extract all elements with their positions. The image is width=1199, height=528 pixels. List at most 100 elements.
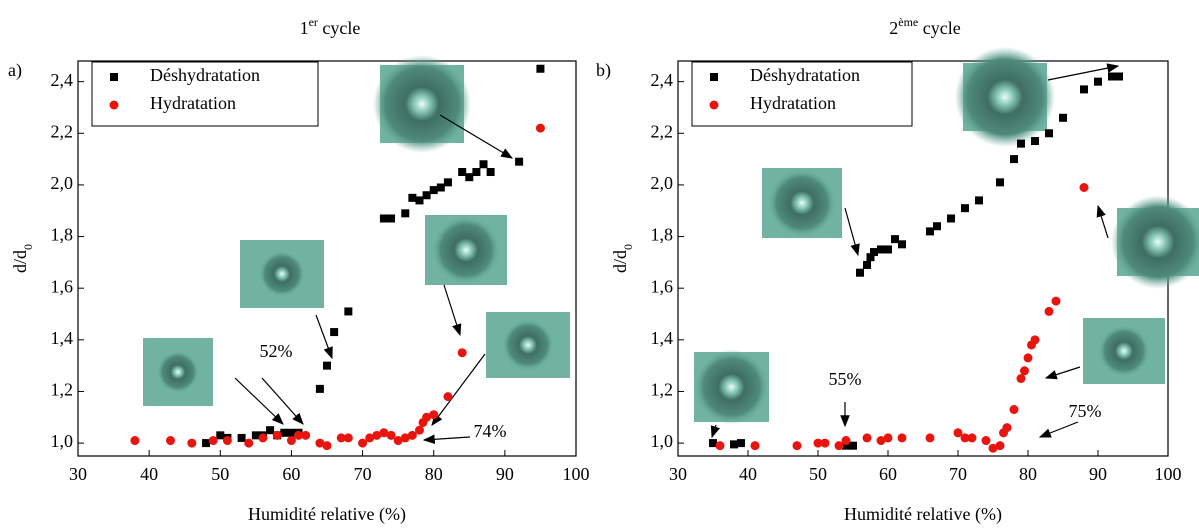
y-tick-label: 1,4 (51, 328, 74, 348)
data-point (730, 440, 738, 449)
y-tick-label: 1,0 (651, 431, 674, 451)
data-point (216, 431, 225, 440)
y-tick-label: 1,6 (651, 276, 674, 296)
y-axis-label: d/d0 (610, 244, 635, 273)
data-point (336, 433, 346, 443)
legend-label: Hydratation (750, 93, 836, 113)
data-point (414, 425, 424, 435)
data-point (465, 173, 474, 182)
data-point (443, 178, 452, 187)
x-tick-label: 60 (282, 464, 300, 484)
data-point (842, 441, 850, 450)
y-tick-label: 1,4 (651, 328, 674, 348)
x-tick-label: 50 (809, 464, 827, 484)
data-point (323, 361, 331, 370)
data-point (251, 431, 260, 440)
data-point (926, 227, 934, 236)
data-point (429, 410, 439, 420)
chart-title: 2ème cycle (889, 15, 960, 38)
data-point (870, 248, 878, 257)
data-point (820, 438, 830, 448)
data-point (393, 436, 403, 446)
data-point (750, 441, 760, 451)
data-point (960, 433, 970, 443)
data-point (294, 430, 304, 440)
y-tick-label: 1,2 (651, 380, 674, 400)
y-tick-label: 1,8 (51, 225, 74, 245)
inset-droplet (259, 251, 305, 297)
data-point (863, 260, 871, 269)
data-point (436, 183, 445, 192)
data-point (429, 186, 438, 195)
data-point (1010, 155, 1018, 164)
chart-title: 1er cycle (300, 15, 361, 38)
data-point (898, 240, 906, 249)
data-point (1030, 335, 1040, 345)
y-axis-label: d/d0 (10, 244, 35, 273)
data-point (1059, 113, 1067, 122)
data-point (883, 433, 893, 443)
data-point (1079, 183, 1089, 193)
data-point (933, 222, 941, 231)
data-point (1031, 137, 1039, 146)
data-point (1080, 85, 1088, 94)
x-tick-label: 60 (879, 464, 897, 484)
data-point (995, 441, 1005, 451)
data-point (834, 441, 844, 451)
data-point (379, 214, 388, 223)
y-tick-label: 1,2 (51, 380, 74, 400)
inset-droplet (768, 169, 836, 237)
data-point (315, 384, 324, 393)
data-point (386, 430, 396, 440)
data-point (130, 436, 140, 446)
data-point (237, 433, 246, 442)
title-part: 1 (300, 18, 309, 38)
data-point (407, 430, 417, 440)
x-tick-label: 100 (563, 464, 590, 484)
chart-panel: 1er cycle a) 30 40 50 60 70 80 90 100 1,0 1,2 1,4 1,6… (8, 15, 590, 525)
data-point (975, 196, 983, 205)
data-point (849, 441, 857, 450)
arrow (234, 377, 284, 425)
data-point (408, 193, 417, 202)
chart-panel: 2ème cycle b) 30 40 50 60 70 80 90 100 1,0 1,2 1,4 1,… (596, 15, 1199, 525)
inset-droplet (954, 46, 1056, 148)
data-point (266, 426, 275, 435)
data-point (925, 433, 935, 443)
data-point (208, 436, 218, 446)
data-point (535, 123, 545, 133)
x-axis-label: Humidité relative (%) (248, 504, 406, 525)
legend-marker (709, 100, 719, 110)
data-point (709, 439, 717, 448)
x-tick-label: 30 (669, 464, 687, 484)
y-label-subscript: 0 (21, 244, 35, 250)
data-point (1023, 353, 1033, 363)
data-point (280, 428, 289, 437)
y-tick-label: 2,2 (651, 121, 674, 141)
data-point (401, 209, 410, 218)
data-point (996, 178, 1004, 187)
arrow (1047, 63, 1120, 81)
data-point (884, 245, 892, 254)
x-tick-label: 90 (496, 464, 514, 484)
arrow (261, 377, 304, 425)
data-point (222, 436, 232, 446)
legend-marker (110, 73, 118, 81)
data-point (891, 235, 899, 244)
data-point (856, 268, 864, 277)
y-tick-label: 2,4 (51, 70, 74, 90)
data-point (1045, 129, 1053, 138)
data-point (792, 441, 802, 451)
data-point (258, 433, 268, 443)
data-point (330, 328, 339, 337)
data-point (515, 157, 524, 166)
data-point (344, 307, 353, 316)
data-point (443, 392, 453, 402)
data-point (961, 204, 969, 213)
arrow (431, 353, 486, 426)
inset-droplet (502, 319, 554, 371)
data-point (981, 436, 991, 446)
arrow (443, 284, 462, 337)
arrow (439, 114, 514, 159)
inset-droplet (373, 55, 471, 153)
